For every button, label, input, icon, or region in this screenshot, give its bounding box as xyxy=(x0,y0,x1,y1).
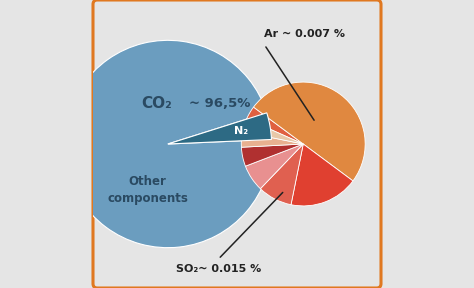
Wedge shape xyxy=(64,40,272,248)
FancyBboxPatch shape xyxy=(93,0,381,288)
Wedge shape xyxy=(246,107,303,144)
Text: SO₂~ 0.015 %: SO₂~ 0.015 % xyxy=(176,264,261,274)
Wedge shape xyxy=(260,144,303,205)
Wedge shape xyxy=(291,144,353,206)
Wedge shape xyxy=(254,82,365,181)
Wedge shape xyxy=(241,144,303,166)
Text: Ar ~ 0.007 %: Ar ~ 0.007 % xyxy=(264,29,346,39)
Text: ~ 96,5%: ~ 96,5% xyxy=(190,97,251,110)
Text: CO₂: CO₂ xyxy=(141,96,172,111)
Wedge shape xyxy=(246,144,303,189)
Wedge shape xyxy=(243,119,303,144)
Polygon shape xyxy=(267,93,272,195)
Wedge shape xyxy=(168,113,272,144)
Wedge shape xyxy=(241,132,303,147)
Text: Other
components: Other components xyxy=(107,175,188,205)
Text: N₂: N₂ xyxy=(234,126,248,136)
